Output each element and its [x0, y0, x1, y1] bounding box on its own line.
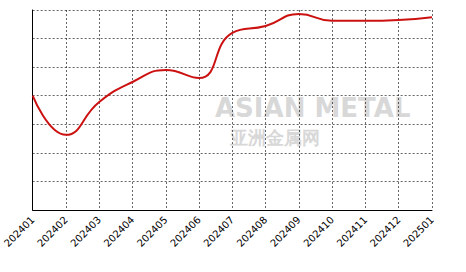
svg-text:202405: 202405	[135, 214, 170, 249]
svg-text:202412: 202412	[368, 214, 403, 249]
svg-text:202408: 202408	[235, 214, 270, 249]
svg-text:202501: 202501	[401, 214, 436, 249]
svg-text:亚洲金属网: 亚洲金属网	[229, 127, 320, 148]
svg-text:202406: 202406	[168, 214, 203, 249]
svg-text:202401: 202401	[2, 214, 37, 249]
svg-text:202404: 202404	[102, 214, 137, 249]
svg-text:202409: 202409	[268, 214, 303, 249]
svg-text:202411: 202411	[335, 214, 370, 249]
svg-text:202410: 202410	[301, 214, 336, 249]
svg-text:202407: 202407	[201, 214, 236, 249]
svg-text:202402: 202402	[35, 214, 70, 249]
svg-text:202403: 202403	[68, 214, 103, 249]
svg-text:ASIAN METAL: ASIAN METAL	[215, 93, 411, 123]
